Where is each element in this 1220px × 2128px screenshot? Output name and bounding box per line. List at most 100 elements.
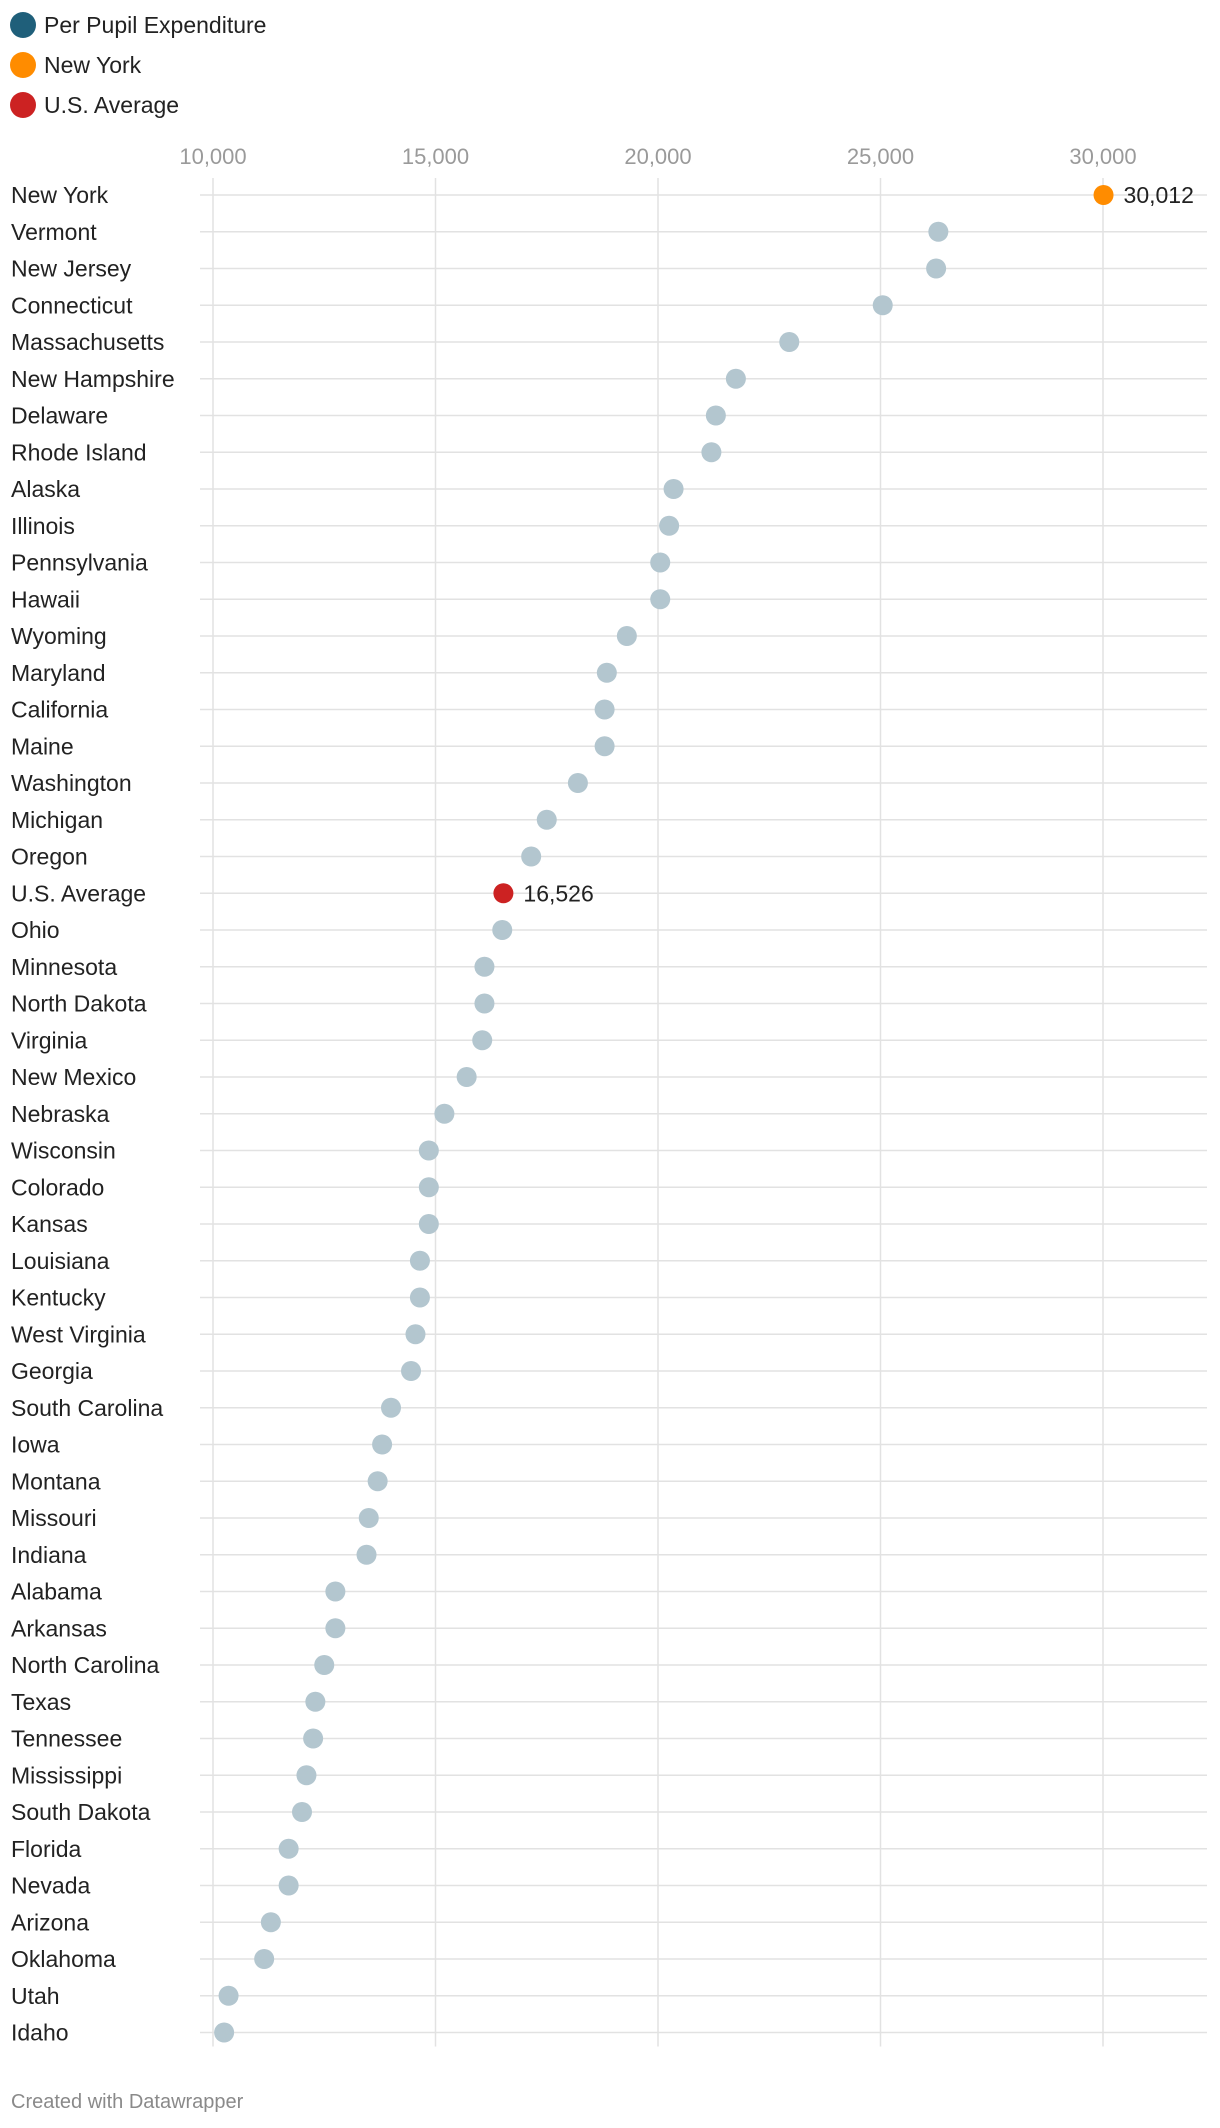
- data-dot-hawaii: [650, 589, 671, 610]
- legend-swatch-new-york: [10, 52, 36, 78]
- data-dot-alaska: [663, 479, 684, 499]
- row-label-wisconsin: Wisconsin: [11, 1138, 116, 1164]
- row-label-oregon: Oregon: [11, 844, 88, 870]
- data-dot-south-dakota: [292, 1802, 312, 1822]
- credit-text: Created with Datawrapper: [11, 2091, 244, 2113]
- data-dot-minnesota: [474, 956, 495, 977]
- row-label-georgia: Georgia: [11, 1358, 93, 1384]
- data-dot-texas: [305, 1691, 326, 1712]
- row-label-delaware: Delaware: [11, 403, 108, 429]
- data-dot-new-hampshire: [725, 368, 746, 389]
- row-label-alabama: Alabama: [11, 1579, 102, 1605]
- data-dot-new-jersey: [926, 258, 947, 279]
- row-label-montana: Montana: [11, 1468, 101, 1494]
- data-dot-florida: [278, 1838, 299, 1859]
- data-dot-louisiana: [409, 1250, 430, 1271]
- data-dot-california: [594, 699, 615, 720]
- row-label-north-carolina: North Carolina: [11, 1652, 159, 1678]
- row-label-arizona: Arizona: [11, 1909, 89, 1935]
- chart-rows: New York 30,012 Vermont New Jersey Connectic…: [11, 182, 1207, 2046]
- row-label-mississippi: Mississippi: [11, 1762, 122, 1788]
- data-dot-new-york: [1093, 185, 1114, 205]
- row-label-illinois: Illinois: [11, 513, 75, 539]
- data-dot-wisconsin: [418, 1140, 439, 1161]
- data-dot-north-dakota: [474, 993, 495, 1014]
- x-tick-label: 10,000: [179, 144, 246, 169]
- data-dot-idaho: [214, 2022, 235, 2043]
- row-label-connecticut: Connecticut: [11, 292, 133, 318]
- data-dot-colorado: [418, 1177, 439, 1198]
- x-tick-label: 20,000: [624, 144, 691, 169]
- data-dot-nebraska: [434, 1103, 455, 1124]
- data-dot-nevada: [278, 1875, 299, 1896]
- data-dot-pennsylvania: [650, 552, 671, 573]
- data-dot-wyoming: [616, 626, 637, 646]
- x-axis-ticks: 10,000 15,000 20,000 25,000 30,000: [179, 144, 1136, 169]
- row-label-california: California: [11, 697, 108, 723]
- row-label-nevada: Nevada: [11, 1873, 90, 1899]
- data-dot-georgia: [401, 1361, 422, 1381]
- value-label-new-york: 30,012: [1124, 182, 1194, 208]
- row-label-hawaii: Hawaii: [11, 586, 80, 612]
- data-dot-mississippi: [296, 1765, 317, 1786]
- row-label-tennessee: Tennessee: [11, 1726, 122, 1752]
- row-label-florida: Florida: [11, 1836, 82, 1862]
- row-label-maryland: Maryland: [11, 660, 106, 686]
- data-dot-arizona: [260, 1912, 281, 1933]
- data-dot-u-s-average: [493, 883, 514, 904]
- x-tick-label: 15,000: [402, 144, 469, 169]
- data-dot-utah: [218, 1985, 239, 2006]
- x-tick-label: 30,000: [1069, 144, 1136, 169]
- data-dot-new-mexico: [456, 1067, 477, 1087]
- row-label-louisiana: Louisiana: [11, 1248, 110, 1274]
- data-dot-maine: [594, 736, 615, 757]
- data-dot-washington: [567, 773, 588, 793]
- value-label-u-s-average: 16,526: [523, 880, 593, 906]
- row-label-minnesota: Minnesota: [11, 954, 117, 980]
- legend-label-u-s-average: U.S. Average: [44, 92, 179, 118]
- data-dot-rhode-island: [701, 442, 722, 463]
- data-dot-michigan: [536, 809, 557, 830]
- row-label-new-hampshire: New Hampshire: [11, 366, 175, 392]
- data-dot-arkansas: [325, 1618, 346, 1639]
- chart-legend: Per Pupil Expenditure New York U.S. Averag…: [10, 12, 266, 118]
- row-label-rhode-island: Rhode Island: [11, 439, 147, 465]
- data-dot-vermont: [928, 221, 949, 242]
- row-label-u-s-average: U.S. Average: [11, 880, 146, 906]
- chart-grid: [212, 178, 1104, 2047]
- data-dot-indiana: [356, 1544, 377, 1565]
- row-label-vermont: Vermont: [11, 219, 97, 245]
- data-dot-maryland: [596, 662, 617, 683]
- data-dot-tennessee: [303, 1728, 324, 1749]
- legend-label-per-pupil-expenditure: Per Pupil Expenditure: [44, 12, 266, 38]
- data-dot-connecticut: [872, 295, 893, 316]
- legend-swatch-per-pupil-expenditure: [10, 12, 36, 38]
- x-tick-label: 25,000: [847, 144, 914, 169]
- data-dot-missouri: [358, 1508, 379, 1528]
- row-label-massachusetts: Massachusetts: [11, 329, 164, 355]
- row-label-indiana: Indiana: [11, 1542, 87, 1568]
- data-dot-south-carolina: [381, 1397, 401, 1418]
- row-label-new-mexico: New Mexico: [11, 1064, 136, 1090]
- row-label-pennsylvania: Pennsylvania: [11, 550, 148, 576]
- row-label-idaho: Idaho: [11, 2020, 69, 2046]
- legend-swatch-u-s-average: [10, 92, 36, 118]
- row-label-texas: Texas: [11, 1689, 71, 1715]
- row-label-utah: Utah: [11, 1983, 60, 2009]
- row-label-maine: Maine: [11, 733, 74, 759]
- row-label-nebraska: Nebraska: [11, 1101, 110, 1127]
- data-dot-kansas: [418, 1214, 439, 1234]
- legend-label-new-york: New York: [44, 52, 142, 78]
- data-dot-montana: [367, 1471, 388, 1492]
- row-label-missouri: Missouri: [11, 1505, 97, 1531]
- data-dot-iowa: [372, 1434, 393, 1455]
- data-dot-north-carolina: [314, 1655, 335, 1675]
- row-label-colorado: Colorado: [11, 1174, 104, 1200]
- row-label-virginia: Virginia: [11, 1027, 87, 1053]
- row-label-south-carolina: South Carolina: [11, 1395, 163, 1421]
- data-dot-delaware: [705, 405, 726, 426]
- data-dot-west-virginia: [405, 1324, 426, 1345]
- data-dot-oregon: [521, 846, 542, 867]
- row-label-north-dakota: North Dakota: [11, 991, 147, 1017]
